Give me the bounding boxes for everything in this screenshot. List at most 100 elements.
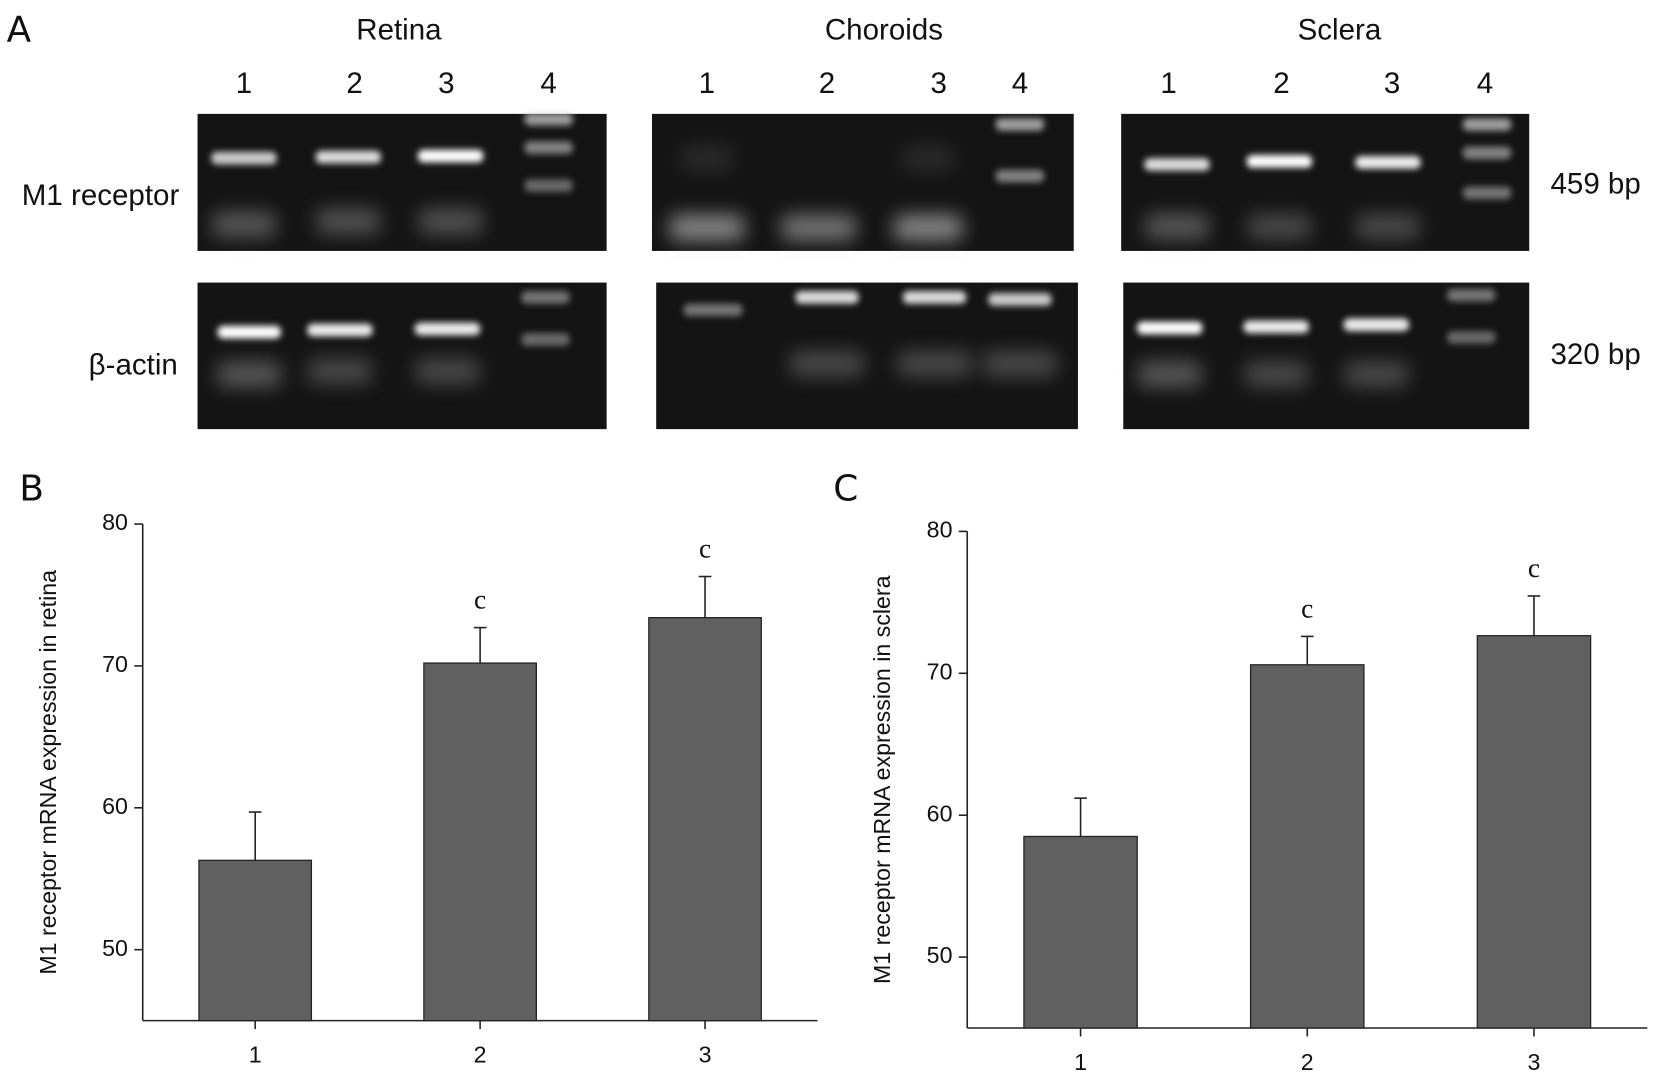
gel-smear xyxy=(212,211,276,238)
lane-label: 2 xyxy=(346,67,362,100)
lane-label: 1 xyxy=(1160,67,1176,100)
bar xyxy=(648,617,762,1022)
size-label: 459 bp xyxy=(1550,167,1640,200)
x-tick-label: 2 xyxy=(474,1042,487,1068)
y-tick-label: 80 xyxy=(102,509,128,535)
y-tick-label: 50 xyxy=(927,942,953,968)
gel-smear xyxy=(308,358,372,384)
gel-band xyxy=(414,322,481,336)
y-tick-label: 70 xyxy=(102,651,128,677)
bar xyxy=(1249,664,1365,1029)
gel-smear xyxy=(1244,361,1308,387)
gel-smear xyxy=(894,215,962,241)
gel-band xyxy=(524,141,573,154)
gel-smear xyxy=(781,215,856,241)
x-tick-label: 1 xyxy=(1074,1049,1087,1075)
y-axis-label: M1 receptor mRNA expression in sclera xyxy=(869,575,895,984)
lane-label: 1 xyxy=(236,67,252,100)
gel-smear xyxy=(418,208,483,235)
gel-band xyxy=(417,149,484,163)
significance-label: c xyxy=(1528,553,1540,583)
gel-band xyxy=(1343,318,1410,332)
lane-label: 4 xyxy=(1477,67,1493,100)
y-tick-label: 50 xyxy=(102,935,128,961)
gel-band xyxy=(683,303,743,317)
significance-label: c xyxy=(474,585,486,615)
y-axis-label: M1 receptor mRNA expression in retina xyxy=(35,570,61,975)
gel-smear xyxy=(1145,214,1209,240)
tissue-title: Sclera xyxy=(1298,13,1382,46)
x-tick-label: 1 xyxy=(249,1042,262,1068)
gel-band xyxy=(995,169,1045,183)
row-label: β-actin xyxy=(89,349,178,382)
gel-band xyxy=(902,291,967,304)
gel-band xyxy=(988,293,1052,306)
lane-label: 3 xyxy=(1384,67,1400,100)
lane-label: 2 xyxy=(819,67,835,100)
x-tick-label: 2 xyxy=(1301,1049,1314,1075)
panel-label: A xyxy=(7,10,32,51)
gel-band xyxy=(217,325,281,339)
y-tick-label: 60 xyxy=(102,793,128,819)
gel-smear xyxy=(901,145,955,171)
gel-band xyxy=(1136,321,1203,335)
tissue-title: Retina xyxy=(356,13,442,46)
gel-band xyxy=(1462,146,1512,160)
y-tick-label: 80 xyxy=(927,517,953,543)
gel-band xyxy=(795,291,859,304)
gel-band xyxy=(315,150,382,164)
gel-band xyxy=(521,291,570,304)
gel-band xyxy=(524,112,573,126)
lane-label: 3 xyxy=(931,67,947,100)
size-label: 320 bp xyxy=(1550,338,1640,371)
gel-smear xyxy=(1344,361,1408,387)
lane-label: 4 xyxy=(1012,67,1028,100)
bar xyxy=(1476,635,1592,1029)
lane-label: 2 xyxy=(1273,67,1289,100)
y-tick-label: 60 xyxy=(927,800,953,826)
y-tick-label: 70 xyxy=(927,658,953,684)
gel-smear xyxy=(1138,361,1202,387)
x-tick-label: 3 xyxy=(1528,1049,1541,1075)
gel-band xyxy=(521,333,570,346)
panel-label: B xyxy=(19,468,44,509)
gel-band xyxy=(1246,154,1313,168)
bar xyxy=(423,662,537,1022)
gel-band xyxy=(1446,331,1496,344)
gel-smear xyxy=(680,145,734,171)
gel-band xyxy=(1355,156,1421,169)
gel-smear xyxy=(415,358,480,384)
lane-label: 1 xyxy=(699,67,715,100)
gel-smear xyxy=(217,361,281,387)
bar xyxy=(198,859,313,1022)
tissue-title: Choroids xyxy=(825,13,943,46)
lane-label: 4 xyxy=(540,67,556,100)
panel-label: C xyxy=(833,468,858,509)
gel xyxy=(197,282,607,430)
significance-label: c xyxy=(699,534,711,564)
gel-band xyxy=(1446,288,1496,302)
gel-band xyxy=(307,323,373,337)
row-label: M1 receptor xyxy=(22,179,180,212)
gel-band xyxy=(524,179,573,192)
lane-label: 3 xyxy=(438,67,454,100)
gel-band xyxy=(995,118,1045,131)
gel-smear xyxy=(897,351,972,377)
gel-panel xyxy=(197,112,1530,430)
gel-smear xyxy=(669,215,744,241)
gel-band xyxy=(1243,320,1309,334)
gel xyxy=(1123,282,1530,430)
gel-smear xyxy=(983,351,1057,377)
gel-band xyxy=(1144,158,1210,171)
x-tick-label: 3 xyxy=(699,1042,712,1068)
significance-label: c xyxy=(1301,593,1313,623)
gel-smear xyxy=(316,208,380,235)
gel-band xyxy=(1462,118,1512,131)
gel-band xyxy=(1462,186,1512,200)
gel-band xyxy=(211,151,277,165)
gel-smear xyxy=(1356,214,1420,240)
gel-smear xyxy=(790,351,864,377)
gel-smear xyxy=(1247,214,1311,240)
